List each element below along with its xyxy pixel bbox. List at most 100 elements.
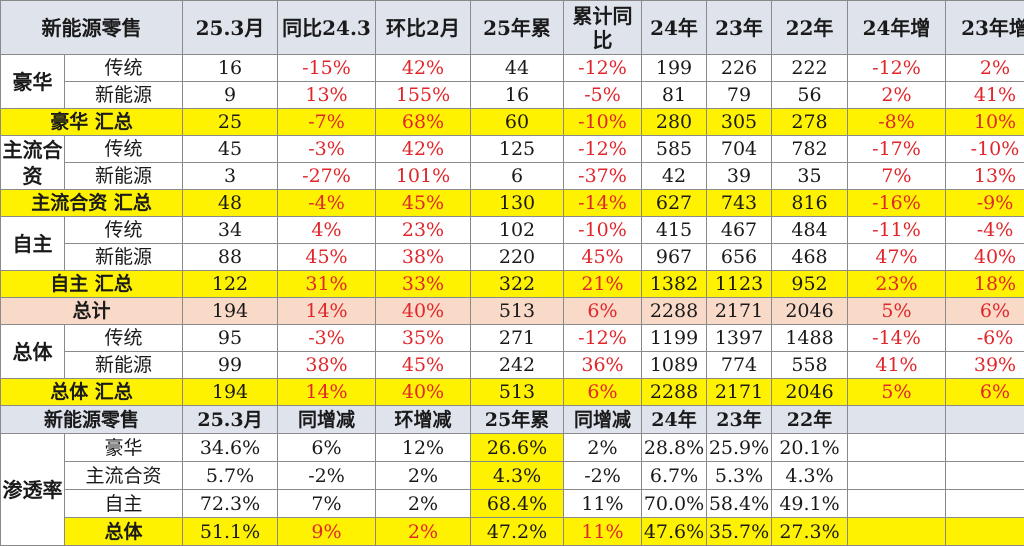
column-header: 22年 [771, 0, 848, 55]
cell-value: 4% [277, 216, 376, 244]
cell-value: 194 [182, 297, 278, 325]
cell-value: 13% [277, 81, 376, 109]
cell-value: 81 [641, 81, 707, 109]
summary-row: 主流合资 汇总 48 -4% 45% 130 -14% 627 743 816 -16% -9% [0, 189, 1024, 217]
cell-value: 45 [182, 135, 278, 163]
empty-cell [945, 405, 1024, 434]
cell-value: 28.8% [641, 433, 707, 462]
cell-value: 816 [771, 189, 848, 217]
empty-cell [945, 489, 1024, 518]
cell-value: 2% [375, 517, 471, 546]
row-label: 总体 [64, 517, 183, 546]
cell-value: 11% [563, 517, 642, 546]
cell-value: 99 [182, 351, 278, 379]
cell-value: 704 [706, 135, 772, 163]
cell-value: -10% [563, 108, 642, 136]
table-row: 总体 传统 95 -3% 35% 271 -12% 1199 1397 1488 -14% -6% [0, 324, 1024, 379]
summary-label: 总体 汇总 [0, 378, 183, 406]
cell-value: 2171 [706, 297, 772, 325]
table-row: 豪华 传统 16 -15% 42% 44 -12% 199 226 222 -12% 2% [0, 54, 1024, 109]
cell-value: 2288 [641, 297, 707, 325]
cell-value: 627 [641, 189, 707, 217]
cell-value: 222 [771, 54, 848, 82]
row-label: 主流合资 [64, 461, 183, 490]
cell-value: -17% [847, 135, 946, 163]
cell-value: 47% [847, 243, 946, 271]
cell-value: 2% [847, 81, 946, 109]
column-header: 25年累 [470, 405, 564, 434]
total-label: 总计 [0, 297, 183, 325]
cell-value: 743 [706, 189, 772, 217]
cell-value: 9 [182, 81, 278, 109]
cell-value: 513 [470, 297, 564, 325]
cell-value: 45% [277, 243, 376, 271]
cell-value: 40% [945, 243, 1024, 271]
header-title: 新能源零售 [0, 0, 183, 55]
cell-value: 48 [182, 189, 278, 217]
cell-value: 1397 [706, 324, 772, 352]
cell-value: -14% [847, 324, 946, 352]
cell-value: 79 [706, 81, 772, 109]
cell-value: 102 [470, 216, 564, 244]
cell-value: 656 [706, 243, 772, 271]
header-row: 新能源零售 25.3月 同比24.3 环比2月 25年累 累计同比 24年 23年 22年 24年… [0, 0, 1024, 55]
row-label: 新能源 [64, 81, 183, 109]
cell-value: -12% [847, 54, 946, 82]
group-label: 总体 [0, 324, 65, 379]
cell-value: 130 [470, 189, 564, 217]
cell-value: 5.7% [182, 461, 278, 490]
cell-value: 23% [847, 270, 946, 298]
cell-value: 42% [375, 135, 471, 163]
cell-value: 3 [182, 162, 278, 190]
cell-value: -5% [563, 81, 642, 109]
cell-value: 952 [771, 270, 848, 298]
cell-value: 220 [470, 243, 564, 271]
cell-value: 23% [375, 216, 471, 244]
cell-value: -11% [847, 216, 946, 244]
cell-value: -37% [563, 162, 642, 190]
cell-value: 155% [375, 81, 471, 109]
cell-value: -9% [945, 189, 1024, 217]
cell-value: 14% [277, 378, 376, 406]
cell-value: 45% [563, 243, 642, 271]
cell-value: -2% [277, 461, 376, 490]
cell-value: 45% [375, 189, 471, 217]
empty-cell [945, 517, 1024, 546]
cell-value: 305 [706, 108, 772, 136]
cell-value: 33% [375, 270, 471, 298]
column-header: 24年 [641, 405, 707, 434]
cell-value: 35% [375, 324, 471, 352]
cell-value: 68% [375, 108, 471, 136]
cell-value: 47.2% [470, 517, 564, 546]
group-label: 豪华 [0, 54, 65, 109]
column-header: 同增减 [277, 405, 376, 434]
cell-value: 25.9% [706, 433, 772, 462]
cell-value: 415 [641, 216, 707, 244]
row-label: 新能源 [64, 243, 183, 271]
cell-value: 199 [641, 54, 707, 82]
cell-value: 39 [706, 162, 772, 190]
cell-value: -7% [277, 108, 376, 136]
cell-value: -15% [277, 54, 376, 82]
cell-value: 39% [945, 351, 1024, 379]
cell-value: 2% [375, 489, 471, 518]
cell-value: 7% [277, 489, 376, 518]
penetration-row: 主流合资 5.7% -2% 2% 4.3% -2% 6.7% 5.3% 4.3% [1, 461, 1024, 490]
cell-value: 41% [847, 351, 946, 379]
cell-value: 585 [641, 135, 707, 163]
column-header: 累计同比 [563, 0, 642, 55]
cell-value: 40% [375, 297, 471, 325]
cell-value: 2% [563, 433, 642, 462]
cell-value: 38% [277, 351, 376, 379]
cell-value: -10% [945, 135, 1024, 163]
cell-value: 88 [182, 243, 278, 271]
cell-value: 13% [945, 162, 1024, 190]
penetration-row: 总体 51.1% 9% 2% 47.2% 11% 47.6% 35.7% 27.3% [1, 517, 1024, 546]
cell-value: 26.6% [470, 433, 564, 462]
column-header: 25年累 [470, 0, 564, 55]
cell-value: 35.7% [706, 517, 772, 546]
row-label: 新能源 [64, 351, 183, 379]
group-label: 主流合资 [0, 135, 65, 190]
cell-value: -12% [563, 54, 642, 82]
cell-value: -8% [847, 108, 946, 136]
